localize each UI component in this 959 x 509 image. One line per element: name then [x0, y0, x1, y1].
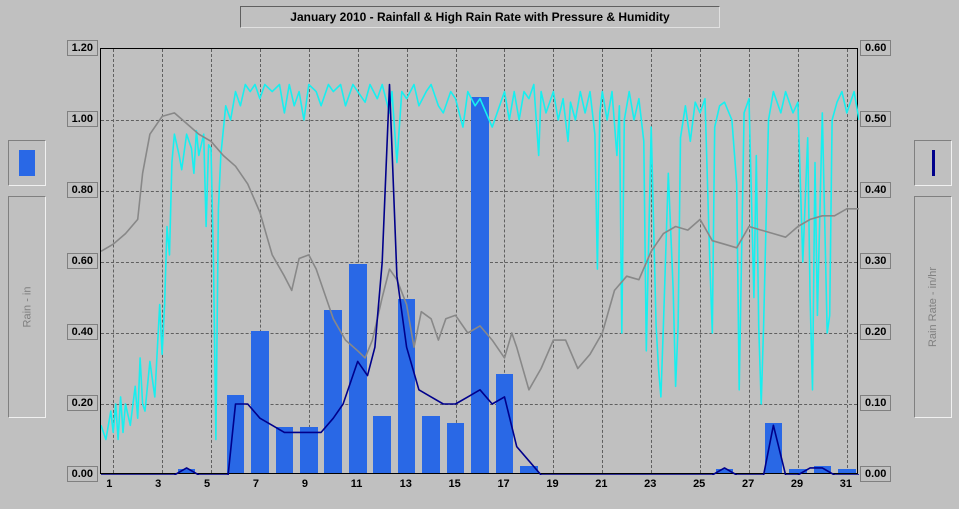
- y-left-tick-label: 0.00: [67, 466, 98, 482]
- left-axis-title-box: Rain - in: [8, 196, 46, 418]
- rain-bar: [178, 469, 196, 473]
- rain-bar: [300, 427, 318, 473]
- y-left-tick-label: 0.20: [67, 395, 98, 411]
- x-tick-label: 21: [595, 478, 607, 490]
- gridline-vertical: [749, 49, 750, 473]
- y-left-tick-label: 1.20: [67, 40, 98, 56]
- x-tick-label: 7: [253, 478, 259, 490]
- y-right-tick-label: 0.20: [860, 324, 891, 340]
- x-tick-label: 29: [791, 478, 803, 490]
- x-tick-label: 11: [351, 478, 363, 490]
- bar-swatch-icon: [19, 150, 35, 176]
- x-tick-label: 1: [106, 478, 112, 490]
- rain-bar: [227, 395, 245, 473]
- rain-bar: [324, 310, 342, 473]
- left-axis-title: Rain - in: [21, 287, 33, 328]
- y-left-tick-label: 0.40: [67, 324, 98, 340]
- x-tick-label: 23: [644, 478, 656, 490]
- gridline-vertical: [211, 49, 212, 473]
- x-tick-label: 25: [693, 478, 705, 490]
- line-swatch-icon: [932, 150, 935, 176]
- y-right-tick-label: 0.00: [860, 466, 891, 482]
- gridline-vertical: [847, 49, 848, 473]
- rain-bar: [447, 423, 465, 473]
- gridline-vertical: [651, 49, 652, 473]
- right-legend-swatch: [914, 140, 952, 186]
- left-legend-swatch: [8, 140, 46, 186]
- y-left-tick-label: 0.80: [67, 182, 98, 198]
- x-tick-label: 5: [204, 478, 210, 490]
- right-axis-title-box: Rain Rate - in/hr: [914, 196, 952, 418]
- x-tick-label: 13: [400, 478, 412, 490]
- rain-bar: [251, 331, 269, 473]
- gridline-vertical: [700, 49, 701, 473]
- x-tick-label: 9: [302, 478, 308, 490]
- gridline-vertical: [456, 49, 457, 473]
- gridline-vertical: [162, 49, 163, 473]
- rain-bar: [838, 469, 856, 473]
- y-right-tick-label: 0.60: [860, 40, 891, 56]
- rain-bar: [814, 466, 832, 473]
- x-tick-label: 17: [497, 478, 509, 490]
- rain-bar: [373, 416, 391, 473]
- x-tick-label: 27: [742, 478, 754, 490]
- rain-bar: [496, 374, 514, 473]
- rain-bar: [349, 264, 367, 473]
- x-tick-label: 15: [449, 478, 461, 490]
- rain-bar: [471, 97, 489, 473]
- x-tick-label: 3: [155, 478, 161, 490]
- y-left-tick-label: 1.00: [67, 111, 98, 127]
- gridline-vertical: [602, 49, 603, 473]
- rain-bar: [789, 469, 807, 473]
- y-right-tick-label: 0.30: [860, 253, 891, 269]
- right-axis-title: Rain Rate - in/hr: [927, 267, 939, 347]
- chart-title: January 2010 - Rainfall & High Rain Rate…: [240, 6, 720, 28]
- x-tick-label: 19: [546, 478, 558, 490]
- plot-area: [100, 48, 858, 474]
- gridline-vertical: [553, 49, 554, 473]
- y-right-tick-label: 0.10: [860, 395, 891, 411]
- rain-bar: [765, 423, 783, 473]
- rain-bar: [422, 416, 440, 473]
- chart-root: January 2010 - Rainfall & High Rain Rate…: [0, 0, 959, 509]
- rain-bar: [276, 427, 294, 473]
- rain-bar: [716, 469, 734, 473]
- y-right-tick-label: 0.50: [860, 111, 891, 127]
- x-tick-label: 31: [840, 478, 852, 490]
- y-left-tick-label: 0.60: [67, 253, 98, 269]
- rain-bar: [398, 299, 416, 473]
- gridline-vertical: [113, 49, 114, 473]
- rain-bar: [520, 466, 538, 473]
- gridline-vertical: [309, 49, 310, 473]
- gridline-vertical: [798, 49, 799, 473]
- y-right-tick-label: 0.40: [860, 182, 891, 198]
